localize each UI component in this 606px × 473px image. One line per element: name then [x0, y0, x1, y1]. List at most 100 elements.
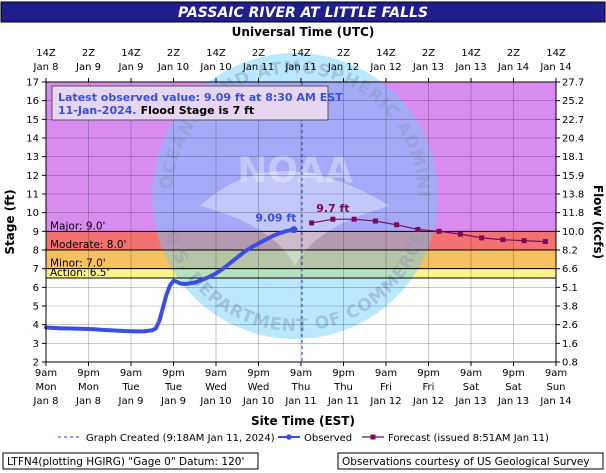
- y-tick-label: 5: [33, 302, 39, 313]
- forecast-point: [500, 237, 506, 243]
- info-line-1: Latest observed value: 9.09 ft at 8:30 A…: [58, 91, 343, 104]
- x-tick-label: Jan 12: [412, 396, 444, 407]
- band-label-major: Major: 9.0': [50, 220, 105, 232]
- forecast-series: [309, 216, 548, 245]
- left-axis-title: Stage (ft): [3, 189, 17, 254]
- flow-tick-label: 20.4: [562, 134, 584, 145]
- x-tick-label: Jan 8: [75, 396, 101, 407]
- y-tick-label: 2: [33, 358, 39, 369]
- footer: LTFN4(plotting HGIRG) "Gage 0" Datum: 12…: [2, 452, 604, 470]
- forecast-point: [415, 226, 421, 232]
- x-tick-label: Tue: [164, 382, 182, 393]
- x-tick-label: Jan 10: [242, 396, 274, 407]
- top-tick-label: Jan 13: [454, 62, 486, 73]
- x-tick-label: Mon: [35, 382, 56, 393]
- band-label-action: Action: 6.5': [50, 267, 109, 279]
- x-tick-label: Jan 13: [497, 396, 529, 407]
- top-tick-label: 14Z: [461, 48, 481, 59]
- observed-series: [44, 226, 298, 334]
- y-tick-label: 11: [26, 190, 39, 201]
- x-tick-label: Jan 12: [369, 396, 401, 407]
- legend-observed-label: Observed: [304, 433, 352, 444]
- footer-credit-box: [337, 452, 604, 470]
- x-tick-label: Fri: [423, 382, 435, 393]
- flow-tick-label: 5.1: [562, 283, 578, 294]
- top-tick-label: Jan 11: [284, 62, 316, 73]
- y-tick-label: 15: [26, 115, 39, 126]
- x-tick-label: Jan 14: [539, 396, 571, 407]
- top-tick-label: 14Z: [376, 48, 396, 59]
- band-labels: Major: 9.0' Moderate: 8.0' Minor: 7.0'Acti…: [46, 220, 556, 279]
- top-tick-label: 14Z: [291, 48, 311, 59]
- flow-tick-label: 2.6: [562, 320, 578, 331]
- flow-tick-label: 6.6: [562, 264, 578, 275]
- top-axis-title: Universal Time (UTC): [232, 25, 375, 39]
- x-tick-label: Wed: [205, 382, 227, 393]
- legend-observed-marker: [286, 434, 292, 440]
- flow-tick-label: 3.8: [562, 302, 578, 313]
- y-tick-label: 9: [33, 227, 39, 238]
- info-box-frame: [51, 85, 329, 121]
- top-tick-label: Jan 12: [369, 62, 401, 73]
- flow-tick-label: 11.8: [562, 208, 584, 219]
- flow-tick-label: 15.9: [562, 171, 584, 182]
- y-tick-label: 6: [33, 283, 39, 294]
- top-tick-label: Jan 14: [497, 62, 529, 73]
- x-tick-label: 9am: [375, 368, 397, 379]
- axes: 2 3 4 5 6 7 8 9 10 11 12 13 14 15 16 17 0.8 1.6 2.6 3.8 5.1 6…: [3, 48, 605, 407]
- x-tick-label: Mon: [78, 382, 99, 393]
- x-tick-label: Jan 13: [454, 396, 486, 407]
- flow-tick-label: 10.0: [562, 227, 584, 238]
- x-tick-label: 9am: [35, 368, 57, 379]
- watermark-center-text: NOAA: [237, 150, 353, 191]
- legend: Graph Created (9:18AM Jan 11, 2024) Obse…: [58, 433, 549, 444]
- top-tick-label: 14Z: [121, 48, 141, 59]
- y-tick-label: 7: [33, 264, 39, 275]
- top-tick-label: 2Z: [82, 48, 95, 59]
- band-label-minor: Minor: 7.0': [50, 258, 106, 270]
- flow-tick-label: 27.7: [562, 78, 584, 89]
- x-tick-label: 9pm: [417, 368, 439, 379]
- band-action: [46, 268, 556, 278]
- band-moderate: [46, 231, 556, 250]
- top-tick-label: Jan 14: [539, 62, 571, 73]
- top-tick-label: Jan 9: [118, 62, 144, 73]
- x-tick-label: 9am: [290, 368, 312, 379]
- top-tick-label: Jan 9: [75, 62, 101, 73]
- x-tick-label: 9pm: [162, 368, 184, 379]
- info-line-2-flood: Flood Stage is 7 ft: [141, 104, 255, 117]
- top-tick-label: 2Z: [337, 48, 350, 59]
- forecast-point: [351, 216, 357, 222]
- y-tick-label: 16: [26, 96, 39, 107]
- footer-datum-text: LTFN4(plotting HGIRG) "Gage 0" Datum: 12…: [7, 456, 244, 468]
- x-tick-label: Jan 10: [199, 396, 231, 407]
- bottom-axis-title: Site Time (EST): [251, 414, 355, 428]
- legend-forecast-marker: [370, 434, 376, 440]
- top-tick-label: 2Z: [422, 48, 435, 59]
- info-line-2: 11-Jan-2024. Flood Stage is 7 ft: [58, 104, 254, 117]
- band-label-moderate: Moderate: 8.0': [50, 239, 126, 251]
- band-normal: [46, 278, 556, 362]
- y-tick-label: 3: [33, 339, 39, 350]
- y-tick-label: 12: [26, 171, 39, 182]
- forecast-point: [436, 228, 442, 234]
- top-tick-label: Jan 8: [33, 62, 59, 73]
- y-tick-label: 10: [26, 208, 39, 219]
- x-tick-label: Sat: [463, 382, 479, 393]
- x-tick-label: Jan 11: [284, 396, 316, 407]
- observed-callout: 9.09 ft: [255, 212, 296, 225]
- x-tick-label: Jan 11: [327, 396, 359, 407]
- chart-title: PASSAIC RIVER AT LITTLE FALLS: [178, 5, 428, 21]
- y-tick-label: 17: [26, 78, 39, 89]
- x-tick-label: 9pm: [502, 368, 524, 379]
- forecast-point: [309, 220, 315, 226]
- footer-credit-text: Observations courtesy of US Geological S…: [342, 456, 590, 468]
- y-tick-label: 13: [26, 152, 39, 163]
- flow-tick-label: 25.2: [562, 96, 584, 107]
- flow-tick-label: 8.2: [562, 246, 578, 257]
- x-tick-label: Jan 9: [118, 396, 144, 407]
- y-tick-label: 8: [33, 246, 39, 257]
- forecast-point: [330, 216, 336, 222]
- band-minor: [46, 250, 556, 269]
- forecast-point: [479, 235, 485, 241]
